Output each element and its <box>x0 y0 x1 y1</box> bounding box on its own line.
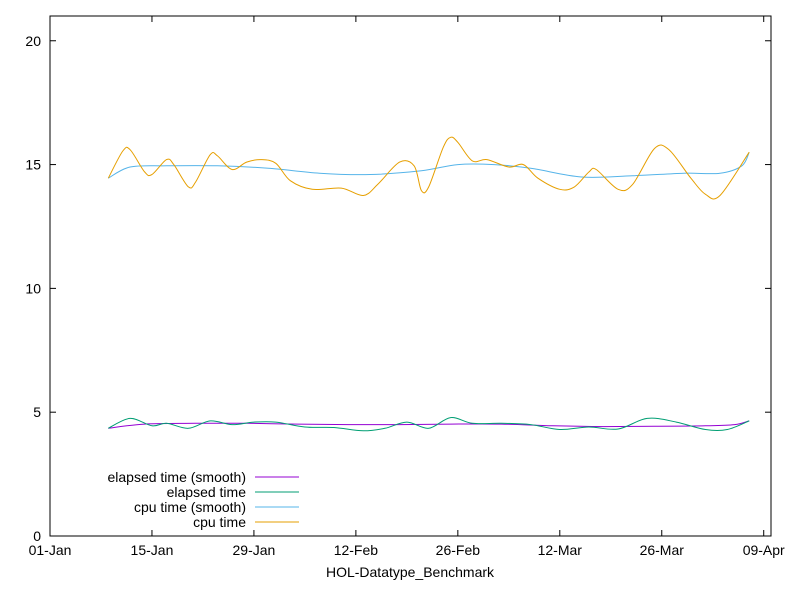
x-tick-label: 26-Feb <box>436 542 481 558</box>
series-line-cpu-time <box>107 136 750 200</box>
y-tick-label: 20 <box>25 33 41 49</box>
series-line-cpu-time-smooth <box>108 151 750 179</box>
x-tick-label: 01-Jan <box>29 542 72 558</box>
x-tick-label: 12-Mar <box>538 542 583 558</box>
x-tick-label: 15-Jan <box>131 542 174 558</box>
axes-layer: 0 5 10 15 20 01-Jan 15-Jan 29-Jan 12-Feb 26-Feb 12… <box>25 15 785 558</box>
y-tick-label: 10 <box>25 280 41 296</box>
plot-frame <box>49 15 772 537</box>
legend-label: elapsed time <box>167 484 247 500</box>
legend-label: elapsed time (smooth) <box>107 469 246 485</box>
y-tick-label: 0 <box>33 528 41 544</box>
y-tick-label: 5 <box>33 404 41 420</box>
x-tick-label: 09-Apr <box>743 542 785 558</box>
series-layer <box>107 136 750 432</box>
x-tick-label: 29-Jan <box>233 542 276 558</box>
x-axis-label: HOL-Datatype_Benchmark <box>326 564 495 580</box>
series-line-elapsed-time <box>108 417 750 432</box>
x-tick-label: 12-Feb <box>334 542 379 558</box>
y-tick-label: 15 <box>25 157 41 173</box>
legend-label: cpu time (smooth) <box>134 499 246 515</box>
legend-label: cpu time <box>193 514 246 530</box>
x-tick-label: 26-Mar <box>640 542 685 558</box>
